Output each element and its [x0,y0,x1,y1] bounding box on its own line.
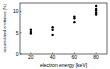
point [30,29,32,31]
chart: 20 40 60 80 0 5 10 electron energy [keV] accumul… [0,0,110,69]
point [73,17,75,19]
x-tick-label: 40 [50,54,56,60]
y-tick-label: 5 [16,30,19,36]
plot-frame [20,3,107,54]
chart-root: 20 40 60 80 0 5 10 electron energy [keV] accumul… [0,0,110,69]
point [51,26,53,28]
y-tick-label: 0 [16,51,19,57]
point [95,5,97,7]
point [73,21,75,23]
point [95,13,97,15]
point [51,29,53,31]
points [30,5,98,36]
y-tick [20,54,22,55]
point [51,34,53,36]
y-tick [20,11,22,12]
x-axis-label: electron energy [keV] [40,62,88,68]
y-tick-label: 10 [13,8,19,14]
x-tick-label: 80 [93,54,99,60]
x-tick-label: 60 [72,54,78,60]
point [30,32,32,34]
y-axis-label: accumulated emittance [%] [2,4,7,52]
y-tick [20,32,22,33]
x-tick-label: 20 [28,54,34,60]
point [95,9,97,11]
